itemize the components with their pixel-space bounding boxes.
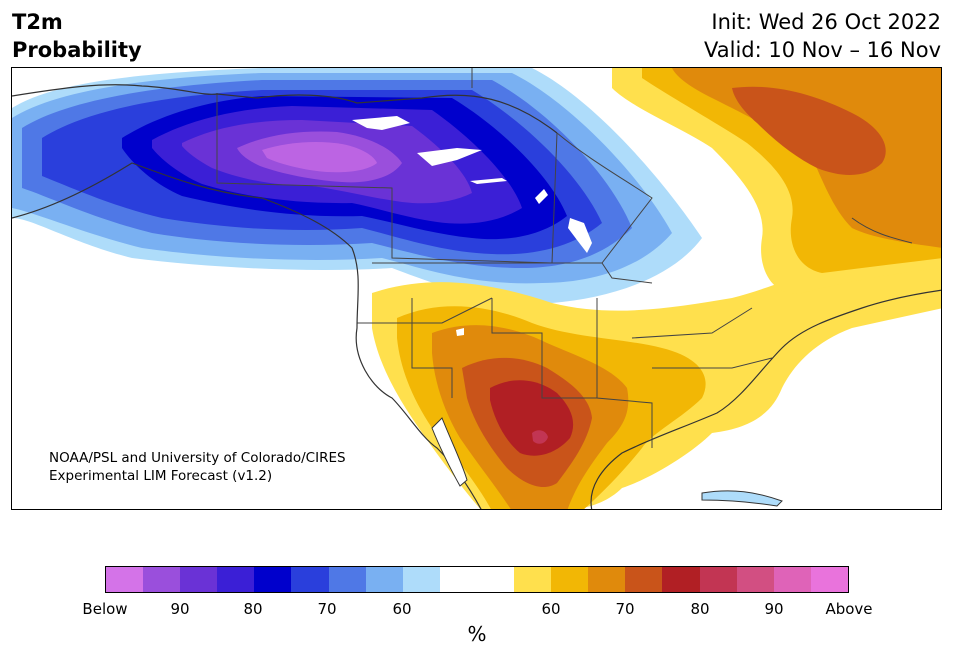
colorbar-segment xyxy=(106,567,144,592)
forecast-credit: NOAA/PSL and University of Colorado/CIRE… xyxy=(49,449,346,485)
cuba-island xyxy=(701,490,783,507)
colorbar-segment xyxy=(476,567,515,592)
lake-reindeer xyxy=(535,189,548,204)
above-band-85-south xyxy=(532,430,548,444)
colorbar-segment xyxy=(773,567,811,592)
colorbar-unit: % xyxy=(467,622,487,646)
forecast-dates: Init: Wed 26 Oct 2022 Valid: 10 Nov – 16… xyxy=(704,8,941,64)
boundary-lines xyxy=(216,68,913,448)
colorbar-segment xyxy=(699,567,737,592)
colorbar-segment xyxy=(551,567,589,592)
colorbar-segment xyxy=(365,567,403,592)
colorbar-tick-label: 70 xyxy=(615,600,635,618)
above-band-75-northeast xyxy=(732,86,886,175)
colorbar-tick-label: 70 xyxy=(317,600,337,618)
colorbar-tick-label: 90 xyxy=(764,600,784,618)
colorbar-tick-label: 80 xyxy=(690,600,710,618)
colorbar-segment xyxy=(291,567,329,592)
lake-winnipeg xyxy=(568,218,592,253)
colorbar-segment xyxy=(736,567,774,592)
map-canvas xyxy=(12,68,941,509)
coastline xyxy=(12,84,941,509)
title-quantity: Probability xyxy=(12,38,142,62)
colorbar-tick-label: 80 xyxy=(243,600,263,618)
init-date: Init: Wed 26 Oct 2022 xyxy=(711,10,941,34)
colorbar-tick-label: Below xyxy=(82,600,128,618)
colorbar-tick-label: 60 xyxy=(392,600,412,618)
forecast-map xyxy=(11,67,942,510)
lake-athabasca xyxy=(470,178,507,184)
colorbar-segment xyxy=(402,567,440,592)
colorbar-segment xyxy=(439,567,477,592)
above-band-70-northeast xyxy=(672,68,941,248)
colorbar-segment xyxy=(662,567,700,592)
above-band-80-south xyxy=(490,380,574,456)
baja-peninsula xyxy=(431,417,468,487)
valid-range: Valid: 10 Nov – 16 Nov xyxy=(704,38,941,62)
colorbar-tick-label: 90 xyxy=(170,600,190,618)
colorbar-segment xyxy=(625,567,663,592)
lake-great-bear xyxy=(352,116,410,130)
probability-colorbar xyxy=(105,566,849,593)
title-variable: T2m xyxy=(12,10,63,34)
colorbar-segment xyxy=(514,567,552,592)
lake-great-slave xyxy=(417,148,482,166)
credit-line-2: Experimental LIM Forecast (v1.2) xyxy=(49,468,273,484)
credit-line-1: NOAA/PSL and University of Colorado/CIRE… xyxy=(49,450,346,466)
colorbar-segment xyxy=(180,567,218,592)
great-salt-lake xyxy=(456,328,464,336)
map-title: T2m Probability xyxy=(12,8,142,64)
below-band-98 xyxy=(262,142,377,173)
colorbar-segment xyxy=(588,567,626,592)
colorbar-segment xyxy=(217,567,255,592)
colorbar-segment xyxy=(143,567,181,592)
colorbar-segment xyxy=(328,567,366,592)
colorbar-segment xyxy=(810,567,848,592)
colorbar-segment xyxy=(254,567,292,592)
colorbar-tick-label: 60 xyxy=(541,600,561,618)
colorbar-tick-label: Above xyxy=(825,600,873,618)
